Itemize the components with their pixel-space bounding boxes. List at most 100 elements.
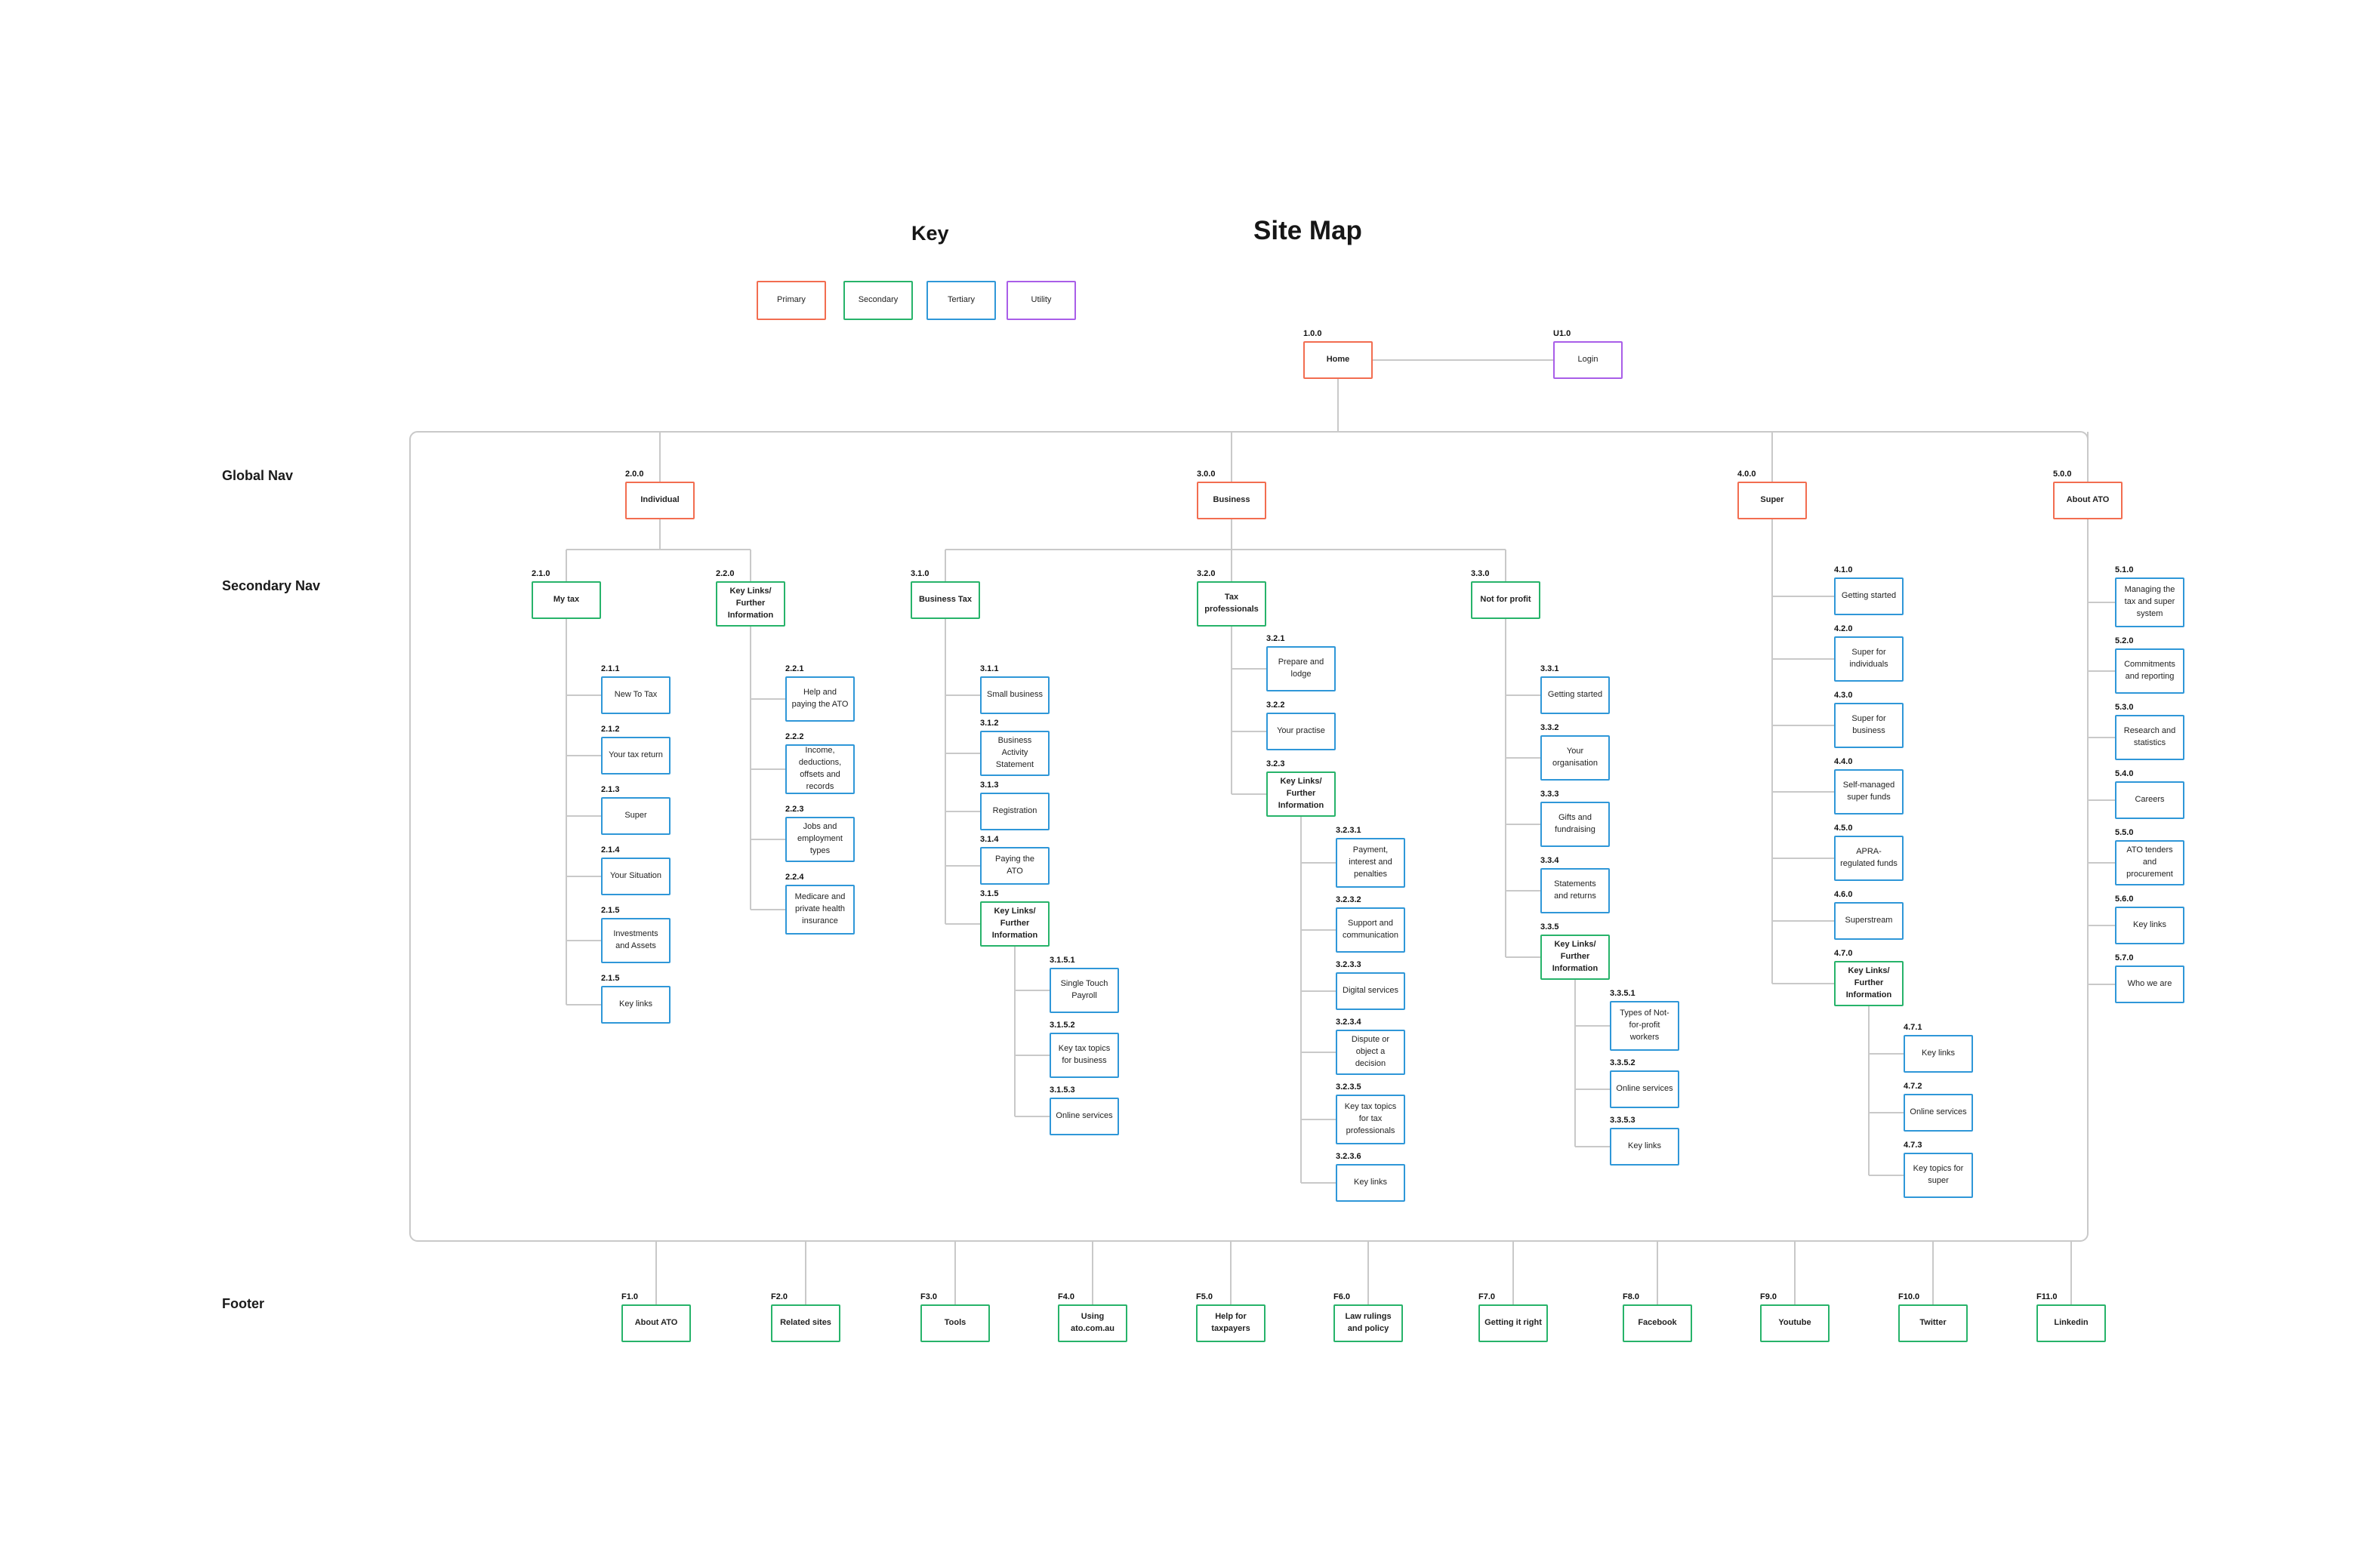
node-commitments-and-reporting[interactable]: Commitments and reporting [2115,648,2184,694]
node-key-links-further-information[interactable]: Key Links/ Further Information [1266,771,1336,817]
node-tools[interactable]: Tools [920,1304,990,1342]
node-online-services[interactable]: Online services [1904,1094,1973,1132]
node-your-tax-return[interactable]: Your tax return [601,737,671,774]
node-careers[interactable]: Careers [2115,781,2184,819]
node-business-activity-statement[interactable]: Business Activity Statement [980,731,1050,776]
node-code: 3.1.4 [980,835,999,844]
node-business-tax[interactable]: Business Tax [911,581,980,619]
node-code: 4.5.0 [1834,824,1853,833]
node-small-business[interactable]: Small business [980,676,1050,714]
node-code: 5.5.0 [2115,828,2134,837]
node-medicare-and-private-health-insurance[interactable]: Medicare and private health insurance [785,885,855,935]
node-code: 2.1.1 [601,664,620,673]
node-key-tax-topics-for-business[interactable]: Key tax topics for business [1050,1033,1119,1078]
node-dispute-or-object-a-decision[interactable]: Dispute or object a decision [1336,1030,1405,1075]
node-super-for-business[interactable]: Super for business [1834,703,1904,748]
node-super[interactable]: Super [601,797,671,835]
node-payment-interest-and-penalties[interactable]: Payment, interest and penalties [1336,838,1405,888]
node-self-managed-super-funds[interactable]: Self-managed super funds [1834,769,1904,815]
node-code: 3.2.1 [1266,634,1285,643]
node-using-ato-com-au[interactable]: Using ato.com.au [1058,1304,1127,1342]
node-help-and-paying-the-ato[interactable]: Help and paying the ATO [785,676,855,722]
node-registration[interactable]: Registration [980,793,1050,830]
node-code: F5.0 [1196,1292,1213,1301]
node-online-services[interactable]: Online services [1610,1070,1679,1108]
node-super[interactable]: Super [1737,482,1807,519]
node-super-for-individuals[interactable]: Super for individuals [1834,636,1904,682]
node-apra-regulated-funds[interactable]: APRA-regulated funds [1834,836,1904,881]
node-code: 5.7.0 [2115,953,2134,962]
node-related-sites[interactable]: Related sites [771,1304,840,1342]
node-business[interactable]: Business [1197,482,1266,519]
node-my-tax[interactable]: My tax [532,581,601,619]
node-twitter[interactable]: Twitter [1898,1304,1968,1342]
node-statements-and-returns[interactable]: Statements and returns [1540,868,1610,913]
node-not-for-profit[interactable]: Not for profit [1471,581,1540,619]
node-your-practise[interactable]: Your practise [1266,713,1336,750]
node-managing-the-tax-and-super-system[interactable]: Managing the tax and super system [2115,577,2184,627]
node-code: 3.1.5.3 [1050,1086,1075,1095]
node-code: 3.1.2 [980,719,999,728]
node-new-to-tax[interactable]: New To Tax [601,676,671,714]
node-single-touch-payroll[interactable]: Single Touch Payroll [1050,968,1119,1013]
node-your-organisation[interactable]: Your organisation [1540,735,1610,781]
node-code: 2.2.4 [785,873,804,882]
node-key-links-further-information[interactable]: Key Links/ Further Information [980,901,1050,947]
node-code: 5.1.0 [2115,565,2134,574]
node-investments-and-assets[interactable]: Investments and Assets [601,918,671,963]
node-key-links-further-information[interactable]: Key Links/ Further Information [716,581,785,627]
node-code: 2.1.5 [601,906,620,915]
node-key-links[interactable]: Key links [601,986,671,1024]
node-code: 3.3.5 [1540,922,1559,932]
node-jobs-and-employment-types[interactable]: Jobs and employment types [785,817,855,862]
node-help-for-taxpayers[interactable]: Help for taxpayers [1196,1304,1266,1342]
node-getting-started[interactable]: Getting started [1834,577,1904,615]
node-facebook[interactable]: Facebook [1623,1304,1692,1342]
node-individual[interactable]: Individual [625,482,695,519]
node-law-rulings-and-policy[interactable]: Law rulings and policy [1333,1304,1403,1342]
node-getting-started[interactable]: Getting started [1540,676,1610,714]
node-code: F6.0 [1333,1292,1351,1301]
node-code: 3.3.5.3 [1610,1116,1635,1125]
node-prepare-and-lodge[interactable]: Prepare and lodge [1266,646,1336,691]
node-your-situation[interactable]: Your Situation [601,858,671,895]
node-key-links[interactable]: Key links [1904,1035,1973,1073]
node-key-links-further-information[interactable]: Key Links/ Further Information [1834,961,1904,1006]
node-code: 3.3.1 [1540,664,1559,673]
node-research-and-statistics[interactable]: Research and statistics [2115,715,2184,760]
node-superstream[interactable]: Superstream [1834,902,1904,940]
node-linkedin[interactable]: Linkedin [2036,1304,2106,1342]
node-code: 3.3.5.2 [1610,1058,1635,1067]
node-code: 5.3.0 [2115,703,2134,712]
node-code: F10.0 [1898,1292,1920,1301]
node-code: F3.0 [920,1292,938,1301]
node-digital-services[interactable]: Digital services [1336,972,1405,1010]
node-ato-tenders-and-procurement[interactable]: ATO tenders and procurement [2115,840,2184,885]
node-key-links[interactable]: Key links [1336,1164,1405,1202]
node-code: 3.2.3.1 [1336,826,1361,835]
node-getting-it-right[interactable]: Getting it right [1478,1304,1548,1342]
node-income-deductions-offsets-and-records[interactable]: Income, deductions, offsets and records [785,744,855,794]
node-about-ato[interactable]: About ATO [621,1304,691,1342]
node-key-topics-for-super[interactable]: Key topics for super [1904,1153,1973,1198]
node-tax-professionals[interactable]: Tax professionals [1197,581,1266,627]
node-code: 2.1.0 [532,569,550,578]
node-login[interactable]: Login [1553,341,1623,379]
node-key-links[interactable]: Key links [2115,907,2184,944]
node-home[interactable]: Home [1303,341,1373,379]
node-key-links-further-information[interactable]: Key Links/ Further Information [1540,935,1610,980]
node-key-links[interactable]: Key links [1610,1128,1679,1166]
node-youtube[interactable]: Youtube [1760,1304,1830,1342]
node-paying-the-ato[interactable]: Paying the ATO [980,847,1050,885]
node-support-and-communication[interactable]: Support and communication [1336,907,1405,953]
node-code: F9.0 [1760,1292,1777,1301]
node-gifts-and-fundraising[interactable]: Gifts and fundraising [1540,802,1610,847]
node-online-services[interactable]: Online services [1050,1098,1119,1135]
node-who-we-are[interactable]: Who we are [2115,965,2184,1003]
node-code: U1.0 [1553,329,1571,338]
legend-secondary: Secondary [843,281,913,320]
node-about-ato[interactable]: About ATO [2053,482,2123,519]
node-key-tax-topics-for-tax-professionals[interactable]: Key tax topics for tax professionals [1336,1095,1405,1144]
node-types-of-not-for-profit-workers[interactable]: Types of Not-for-profit workers [1610,1001,1679,1051]
